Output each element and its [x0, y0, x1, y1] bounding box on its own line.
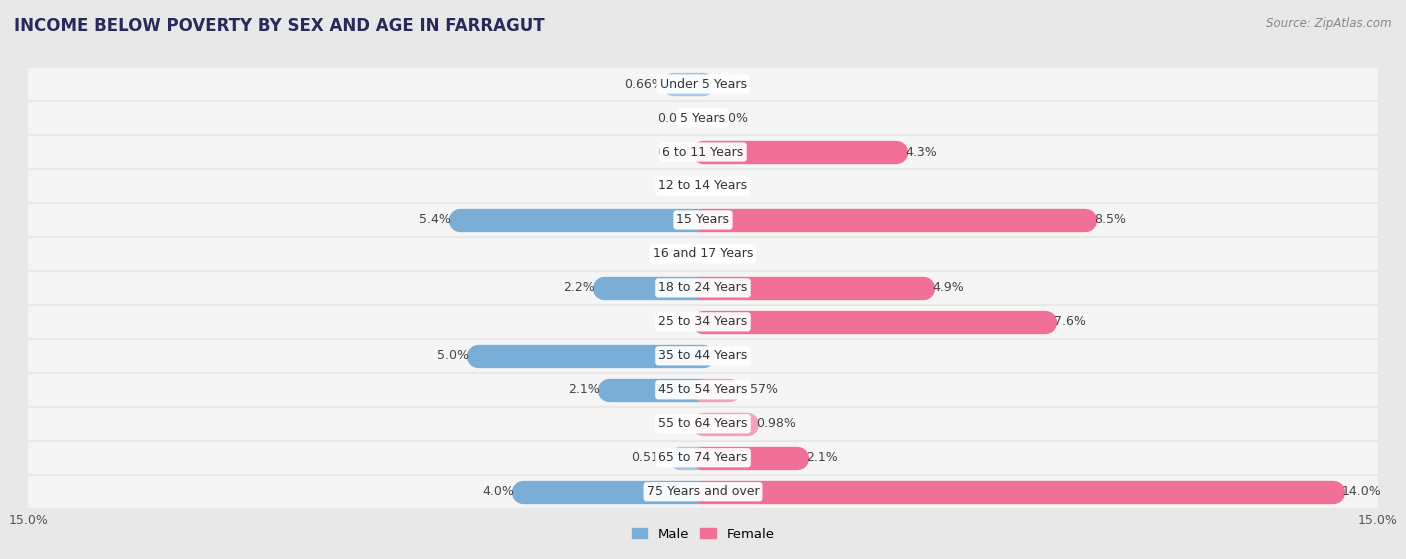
Text: 12 to 14 Years: 12 to 14 Years — [658, 179, 748, 192]
Text: 0.0%: 0.0% — [658, 315, 689, 328]
FancyBboxPatch shape — [28, 339, 1378, 373]
FancyBboxPatch shape — [28, 135, 1378, 169]
Text: 0.51%: 0.51% — [631, 451, 671, 464]
Text: 0.57%: 0.57% — [738, 383, 778, 396]
Text: 6 to 11 Years: 6 to 11 Years — [662, 145, 744, 159]
Text: 2.1%: 2.1% — [807, 451, 838, 464]
Text: 0.0%: 0.0% — [717, 78, 748, 91]
Text: 5 Years: 5 Years — [681, 112, 725, 125]
Text: 8.5%: 8.5% — [1094, 214, 1126, 226]
Text: 0.0%: 0.0% — [658, 179, 689, 192]
FancyBboxPatch shape — [28, 305, 1378, 339]
FancyBboxPatch shape — [28, 373, 1378, 407]
Text: 2.2%: 2.2% — [564, 281, 595, 295]
FancyBboxPatch shape — [28, 271, 1378, 305]
Text: 0.0%: 0.0% — [717, 248, 748, 260]
Text: 0.0%: 0.0% — [658, 112, 689, 125]
Text: 18 to 24 Years: 18 to 24 Years — [658, 281, 748, 295]
Text: 7.6%: 7.6% — [1054, 315, 1085, 328]
FancyBboxPatch shape — [28, 440, 1378, 475]
Text: 0.66%: 0.66% — [624, 78, 664, 91]
Text: 5.4%: 5.4% — [419, 214, 451, 226]
Text: 5.0%: 5.0% — [437, 349, 470, 362]
Text: 4.0%: 4.0% — [482, 485, 515, 498]
FancyBboxPatch shape — [28, 203, 1378, 237]
Text: 4.3%: 4.3% — [905, 145, 938, 159]
Text: 0.0%: 0.0% — [717, 179, 748, 192]
FancyBboxPatch shape — [28, 407, 1378, 440]
FancyBboxPatch shape — [28, 475, 1378, 509]
Text: 0.0%: 0.0% — [658, 145, 689, 159]
Text: 65 to 74 Years: 65 to 74 Years — [658, 451, 748, 464]
Text: 4.9%: 4.9% — [932, 281, 965, 295]
Text: 0.0%: 0.0% — [717, 112, 748, 125]
Text: 75 Years and over: 75 Years and over — [647, 485, 759, 498]
Text: 0.0%: 0.0% — [717, 349, 748, 362]
Text: 35 to 44 Years: 35 to 44 Years — [658, 349, 748, 362]
Text: 0.98%: 0.98% — [756, 417, 796, 430]
Text: 16 and 17 Years: 16 and 17 Years — [652, 248, 754, 260]
FancyBboxPatch shape — [28, 101, 1378, 135]
FancyBboxPatch shape — [28, 169, 1378, 203]
FancyBboxPatch shape — [28, 237, 1378, 271]
Text: 55 to 64 Years: 55 to 64 Years — [658, 417, 748, 430]
Text: 0.0%: 0.0% — [658, 248, 689, 260]
Text: 45 to 54 Years: 45 to 54 Years — [658, 383, 748, 396]
Text: 15 Years: 15 Years — [676, 214, 730, 226]
FancyBboxPatch shape — [28, 67, 1378, 101]
Legend: Male, Female: Male, Female — [626, 523, 780, 546]
Text: 0.0%: 0.0% — [658, 417, 689, 430]
Text: Source: ZipAtlas.com: Source: ZipAtlas.com — [1267, 17, 1392, 30]
Text: INCOME BELOW POVERTY BY SEX AND AGE IN FARRAGUT: INCOME BELOW POVERTY BY SEX AND AGE IN F… — [14, 17, 544, 35]
Text: 14.0%: 14.0% — [1341, 485, 1382, 498]
Text: 2.1%: 2.1% — [568, 383, 599, 396]
Text: Under 5 Years: Under 5 Years — [659, 78, 747, 91]
Text: 25 to 34 Years: 25 to 34 Years — [658, 315, 748, 328]
